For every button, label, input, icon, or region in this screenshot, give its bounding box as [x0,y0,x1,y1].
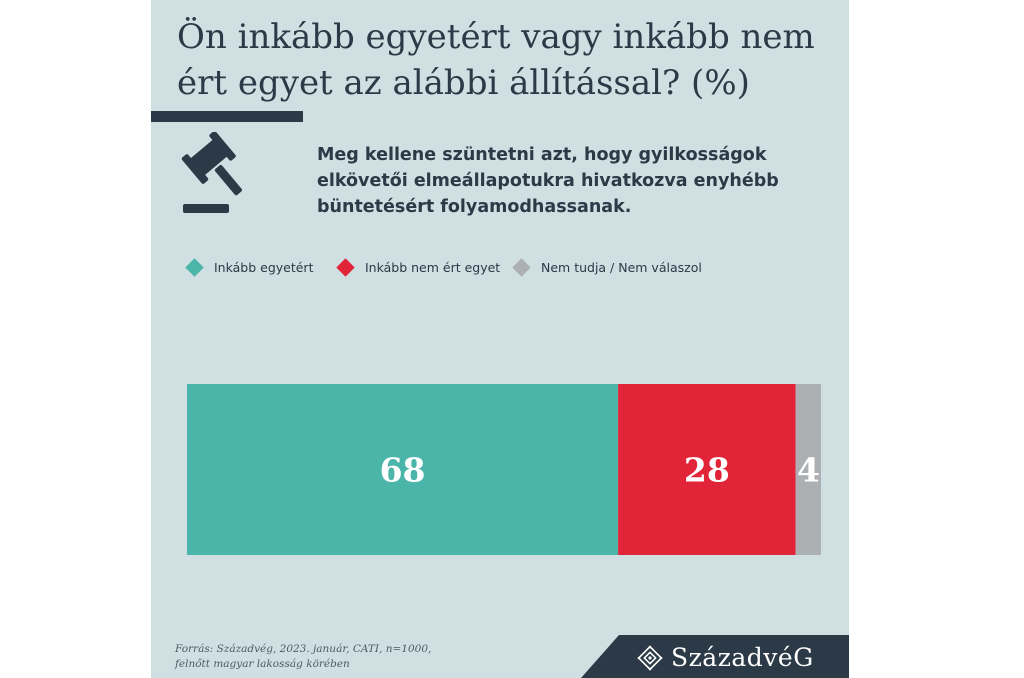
ornament-icon [637,645,663,671]
data-label-disagree: 28 [684,451,730,490]
legend-swatch-dont-know [512,258,531,277]
source-note: Forrás: Századvég, 2023. január, CATI, n… [175,642,435,672]
legend-label-disagree: Inkább nem ért egyet [365,260,501,275]
legend-swatch-agree [185,258,204,277]
stacked-bar-chart: 68 28 4 [187,384,821,555]
question-statement: Meg kellene szüntetni azt, hogy gyilkoss… [317,145,779,217]
bar-segment-agree [187,384,619,555]
legend-label-dont-know: Nem tudja / Nem válaszol [541,260,702,275]
brand-logo-text: SzázadvéG [671,643,814,672]
data-label-dont-know: 4 [797,451,820,490]
legend-item-dont-know: Nem tudja / Nem válaszol [512,258,702,277]
page-title: Ön inkább egyetért vagy inkább nem ért e… [177,17,815,103]
legend-item-agree: Inkább egyetért [185,258,314,277]
legend-item-disagree: Inkább nem ért egyet [336,258,501,277]
brand-band [581,635,849,678]
legend-label-agree: Inkább egyetért [214,260,314,275]
title-divider [151,111,303,122]
legend-swatch-disagree [336,258,355,277]
data-label-agree: 68 [380,451,426,490]
bar-segment-disagree [618,384,796,555]
infographic-card: Ön inkább egyetért vagy inkább nem ért e… [151,0,849,678]
source-line-2: felnőtt magyar lakosság körében [175,658,350,670]
gavel-icon [181,132,243,213]
source-line-1: Forrás: Századvég, 2023. január, CATI, n… [175,643,432,655]
bar-segment-dont-know [795,384,821,555]
